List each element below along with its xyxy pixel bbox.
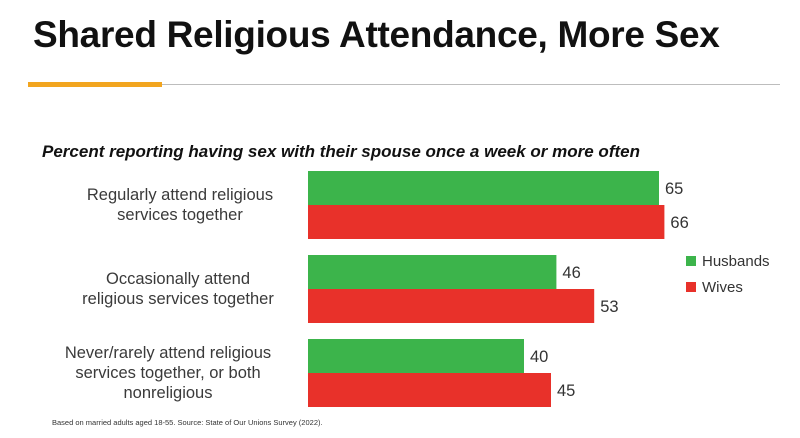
footnote: Based on married adults aged 18-55. Sour… (52, 418, 323, 427)
legend-swatch-husbands (686, 256, 696, 266)
title-accent-bar (28, 82, 162, 87)
value-label-husbands-1: 46 (562, 264, 580, 282)
value-label-husbands-0: 65 (665, 180, 683, 198)
category-label-0-line-0: Regularly attend religious (87, 186, 273, 204)
chart-title: Percent reporting having sex with their … (42, 142, 640, 161)
value-label-wives-2: 45 (557, 382, 575, 400)
legend-label-husbands: Husbands (702, 253, 770, 270)
category-label-1-line-0: Occasionally attend (106, 270, 250, 288)
category-label-1-line-1: religious services together (82, 290, 274, 308)
category-label-0-line-1: services together (117, 206, 243, 224)
category-label-2-line-1: services together, or both (75, 364, 260, 382)
bar-husbands-0 (308, 171, 659, 205)
bar-wives-2 (308, 373, 551, 407)
title-divider (28, 84, 780, 85)
value-label-wives-0: 66 (670, 214, 688, 232)
bar-husbands-2 (308, 339, 524, 373)
value-label-husbands-2: 40 (530, 348, 548, 366)
slide-title: Shared Religious Attendance, More Sex (33, 14, 720, 55)
category-label-2-line-0: Never/rarely attend religious (65, 344, 271, 362)
value-label-wives-1: 53 (600, 298, 618, 316)
legend-label-wives: Wives (702, 279, 743, 296)
bar-wives-0 (308, 205, 665, 239)
bar-wives-1 (308, 289, 595, 323)
bar-husbands-1 (308, 255, 557, 289)
legend-swatch-wives (686, 282, 696, 292)
category-label-2-line-2: nonreligious (124, 384, 213, 402)
